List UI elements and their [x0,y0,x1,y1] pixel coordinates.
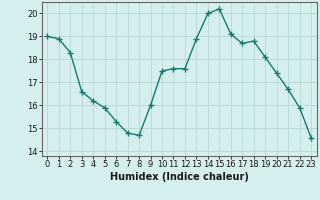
X-axis label: Humidex (Indice chaleur): Humidex (Indice chaleur) [110,172,249,182]
